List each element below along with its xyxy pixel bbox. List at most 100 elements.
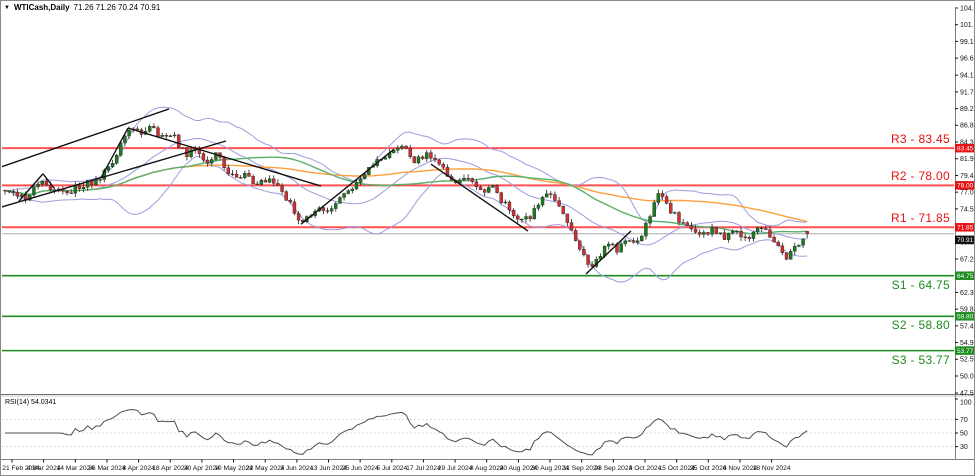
candle-down (664, 196, 669, 204)
trendline-swing-down-july-august[interactable] (430, 163, 529, 232)
candle-down (697, 232, 702, 235)
candle-down (528, 216, 532, 220)
price-tag-r2 (955, 181, 974, 190)
candle-up (503, 201, 508, 204)
time-tick-label: 13 Jun 2024 (310, 465, 347, 472)
candle-up (114, 155, 119, 164)
price-tick-label: 57.40 (960, 323, 975, 330)
price-tag-current (955, 235, 974, 245)
time-tick-label: 8 Aug 2024 (470, 465, 504, 472)
trendline-left-channel-lower[interactable] (1, 140, 227, 208)
candle-up (363, 174, 367, 180)
candle-down (611, 243, 615, 246)
rsi-tick-label: 100 (960, 399, 972, 406)
time-tick-label: 25 Oct 2024 (690, 465, 727, 472)
price-tag-r1 (955, 223, 974, 232)
candle-down (565, 213, 570, 223)
candle-up (544, 193, 549, 198)
pane-divider[interactable] (1, 394, 975, 398)
trendline-swing-up-april[interactable] (100, 127, 129, 179)
candle-up (36, 184, 40, 187)
price-tick-label: 84.35 (960, 139, 975, 146)
time-tick-label: 14 Mar 2024 (57, 465, 95, 472)
price-tag-s2 (955, 312, 974, 321)
candle-up (243, 172, 247, 178)
price-tag-current-text: 70.91 (957, 237, 974, 244)
candle-down (437, 159, 441, 165)
collapse-symbol-icon[interactable]: ▼ (4, 4, 10, 11)
resistance-label-r3: R3 - 83.45 (890, 132, 950, 147)
candle-down (222, 157, 226, 168)
trendline-left-channel-upper[interactable] (1, 108, 170, 168)
price-axis[interactable]: 104.00 101.55 99.10 96.65 94.15 91.70 89.25 86.… (955, 5, 975, 397)
candle-down (582, 249, 586, 256)
candle-down (408, 148, 412, 157)
price-tags: 83.45 78.00 71.85 64.75 58.80 53.77 70.91 (955, 143, 974, 355)
symbol-period-label: WTICash,Daily (13, 3, 70, 12)
trendline-small-zigzag-down[interactable] (42, 173, 55, 189)
candle-down (722, 232, 727, 240)
candle-up (710, 227, 714, 235)
chart-title-bar: ▼ WTICash,Daily 71.26 71.26 70.24 70.91 (4, 3, 160, 12)
candle-down (747, 237, 751, 239)
time-tick-label: 30 Aug 2024 (531, 465, 569, 472)
time-tick-label: 18 Nov 2024 (753, 465, 791, 472)
price-tick-label: 94.15 (960, 73, 975, 80)
candle-up (338, 197, 342, 204)
candle-down (276, 183, 280, 186)
candle-down (557, 200, 561, 207)
price-tick-label: 91.70 (960, 89, 975, 96)
price-tick-label: 62.30 (960, 290, 975, 297)
candle-up (462, 177, 466, 181)
candle-down (238, 177, 243, 179)
candle-up (329, 208, 334, 212)
candle-down (776, 241, 780, 247)
price-tag-s1-text: 64.75 (957, 273, 974, 280)
candle-down (760, 227, 764, 229)
trendline-swing-up-september[interactable] (585, 230, 632, 275)
time-tick-label: 3 Oct 2024 (629, 465, 662, 472)
time-tick-label: 4 Mar 2024 (27, 465, 61, 472)
rsi-axis[interactable]: 100 70 50 30 (955, 398, 972, 451)
trendline-swing-up-june-july[interactable] (300, 148, 395, 225)
candle-down (507, 201, 512, 211)
candle-down (288, 199, 293, 203)
trendline-swing-down-april-june[interactable] (127, 127, 322, 187)
candle-up (73, 185, 77, 194)
candle-down (201, 153, 206, 161)
resistance-label-r1: R1 - 71.85 (890, 211, 950, 226)
candle-up (491, 185, 495, 188)
candle-down (429, 152, 433, 159)
price-tick-label: 104.00 (960, 5, 975, 12)
candle-down (69, 192, 73, 194)
candle-down (578, 240, 582, 250)
candle-up (598, 256, 603, 260)
candle-down (15, 191, 20, 197)
candle-down (561, 206, 565, 215)
price-tag-s3-text: 53.77 (957, 348, 974, 355)
candle-up (607, 243, 611, 247)
candle-up (396, 147, 400, 151)
trendline-small-zigzag-up[interactable] (18, 173, 44, 202)
candle-up (28, 194, 32, 201)
rsi-pane (2, 409, 954, 456)
bollinger-bands (4, 106, 808, 283)
support-resistance-lines (2, 147, 954, 352)
candle-down (234, 173, 239, 178)
candle-up (619, 243, 623, 253)
candle-up (458, 179, 462, 184)
bollinger-lower-line (4, 155, 808, 283)
candle-down (412, 156, 417, 164)
candle-down (7, 190, 11, 192)
candle-up (110, 163, 115, 168)
candle-down (681, 222, 685, 224)
price-tick-label: 54.95 (960, 340, 975, 347)
rsi-line (5, 409, 808, 456)
candle-down (44, 180, 49, 186)
time-tick-label: 18 Apr 2024 (152, 465, 188, 472)
candle-up (735, 230, 739, 233)
ohlc-values-label: 71.26 71.26 70.24 70.91 (73, 3, 161, 12)
candle-down (441, 163, 446, 168)
